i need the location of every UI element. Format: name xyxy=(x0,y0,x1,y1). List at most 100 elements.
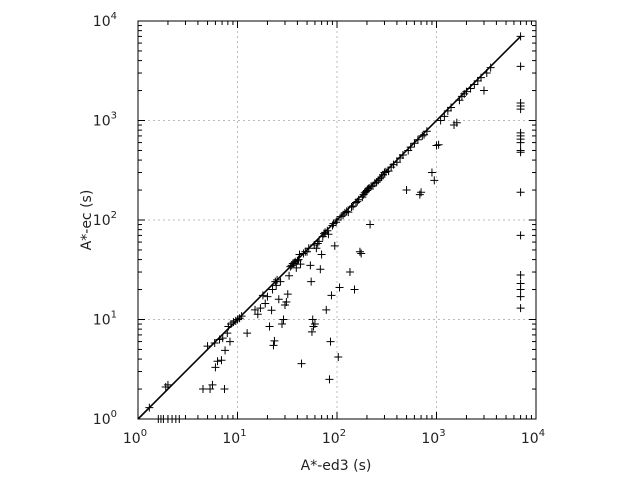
data-point xyxy=(427,168,436,177)
x-tick-label: 102 xyxy=(322,428,346,447)
tick-labels: 100 101 102 103 104 100 101 102 103 104 xyxy=(93,11,545,447)
y-axis-title: A*-ec (s) xyxy=(79,190,95,251)
data-point xyxy=(440,112,449,121)
data-point xyxy=(380,168,389,177)
grid-lines xyxy=(138,21,536,419)
data-point xyxy=(276,277,285,286)
data-point xyxy=(402,186,411,195)
data-point xyxy=(482,69,491,78)
data-points xyxy=(145,32,525,423)
data-point xyxy=(269,341,278,350)
data-point xyxy=(211,363,220,372)
data-point xyxy=(324,230,333,239)
data-point xyxy=(334,352,343,361)
data-point xyxy=(218,334,227,343)
data-point xyxy=(347,203,356,212)
x-axis-title: A*-ed3 (s) xyxy=(301,458,372,474)
y-tick-label: 103 xyxy=(93,111,117,130)
data-point xyxy=(366,220,375,229)
data-point xyxy=(303,247,312,256)
data-point xyxy=(310,320,319,329)
data-point xyxy=(163,380,172,389)
data-point xyxy=(297,359,306,368)
data-point xyxy=(344,208,353,217)
data-point xyxy=(316,265,325,274)
data-point xyxy=(265,322,274,331)
data-point xyxy=(225,337,234,346)
data-point xyxy=(340,208,349,217)
data-point xyxy=(516,62,525,71)
data-point xyxy=(462,87,471,96)
data-point xyxy=(253,310,262,319)
data-point xyxy=(306,261,315,270)
data-point xyxy=(473,76,482,85)
data-point xyxy=(516,292,525,301)
data-point xyxy=(296,260,305,269)
x-tick-label: 103 xyxy=(421,428,445,447)
data-point xyxy=(279,315,288,324)
data-point xyxy=(317,250,326,259)
data-point xyxy=(466,84,475,93)
data-point xyxy=(221,346,230,355)
data-point xyxy=(258,291,267,300)
data-point xyxy=(273,275,282,284)
data-point xyxy=(210,339,219,348)
data-point xyxy=(516,285,525,294)
data-point xyxy=(516,231,525,240)
data-point xyxy=(315,237,324,246)
data-point xyxy=(308,315,317,324)
data-point xyxy=(410,139,419,148)
data-point xyxy=(353,197,362,206)
data-point xyxy=(447,103,456,112)
data-point xyxy=(374,176,383,185)
data-point xyxy=(434,140,443,149)
data-point xyxy=(418,131,427,140)
data-point xyxy=(516,105,525,114)
data-point xyxy=(470,80,479,89)
data-point xyxy=(198,385,207,394)
data-point xyxy=(422,127,431,136)
data-point xyxy=(516,271,525,280)
data-point xyxy=(398,151,407,160)
data-point xyxy=(294,255,303,264)
data-point xyxy=(233,315,242,324)
data-point xyxy=(237,312,246,321)
data-point xyxy=(327,291,336,300)
data-point xyxy=(292,263,301,272)
y-tick-label: 102 xyxy=(93,210,117,229)
data-point xyxy=(268,285,277,294)
data-point xyxy=(326,337,335,346)
data-point xyxy=(417,188,426,197)
data-point xyxy=(372,178,381,187)
data-point xyxy=(243,329,252,338)
data-point xyxy=(307,327,316,336)
data-point xyxy=(299,249,308,258)
y-tick-label: 101 xyxy=(93,310,117,329)
data-point xyxy=(283,290,292,299)
data-point xyxy=(285,271,294,280)
x-tick-label: 104 xyxy=(521,428,545,447)
data-point xyxy=(330,241,339,250)
data-point xyxy=(516,32,525,41)
data-point xyxy=(333,216,341,224)
data-point xyxy=(251,305,260,314)
data-point xyxy=(486,63,495,72)
y-tick-label: 100 xyxy=(93,409,117,428)
data-point xyxy=(223,329,232,338)
data-point xyxy=(263,292,272,301)
data-point xyxy=(443,106,452,115)
data-point xyxy=(350,285,359,294)
data-point xyxy=(406,143,415,152)
data-point xyxy=(413,135,422,144)
data-point xyxy=(274,295,283,304)
data-point xyxy=(161,382,170,391)
data-point xyxy=(516,138,525,147)
data-point xyxy=(235,314,244,323)
data-point xyxy=(261,299,270,308)
data-point xyxy=(208,380,217,389)
data-point xyxy=(220,385,229,394)
data-point xyxy=(357,249,366,258)
data-point xyxy=(323,226,332,235)
data-point xyxy=(312,244,321,253)
